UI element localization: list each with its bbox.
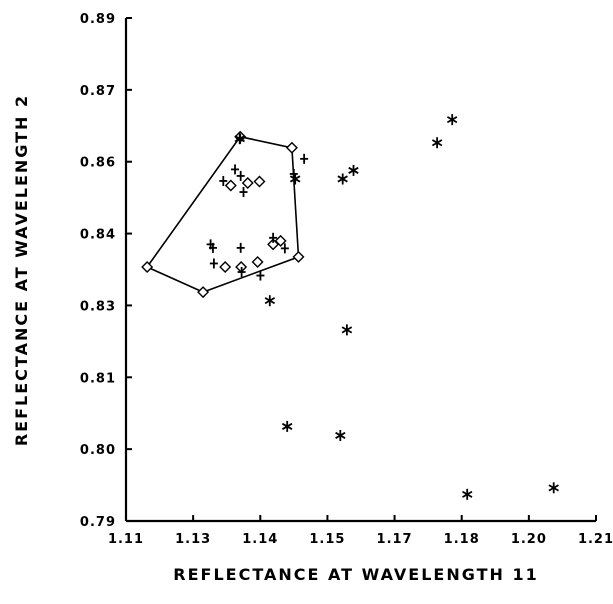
star-point (337, 173, 348, 185)
x-tick-label: 1.14 (242, 532, 278, 547)
y-tick-label: 0.83 (80, 299, 116, 314)
y-tick-label: 0.81 (80, 371, 116, 386)
plus-point (219, 175, 228, 186)
plus-point (237, 267, 246, 278)
y-tick-label: 0.89 (80, 12, 116, 27)
data-points (141, 114, 559, 500)
star-point (335, 430, 346, 441)
plus-point (300, 153, 309, 164)
x-tick-label: 1.11 (108, 532, 144, 547)
hull-polygon-group (145, 135, 300, 293)
y-tick-label: 0.87 (80, 84, 116, 99)
plus-point (208, 242, 217, 253)
x-tick-label: 1.20 (511, 532, 547, 547)
diamond-point (267, 238, 280, 251)
y-tick-label: 0.84 (80, 228, 116, 243)
y-ticks: 0.89 0.87 0.86 0.84 0.83 0.81 0.80 0.79 (80, 12, 132, 530)
star-point (264, 295, 276, 307)
diamond-point (251, 255, 264, 268)
y-axis-title: REFLECTANCE AT WAVELENGTH 2 (12, 94, 31, 446)
plus-point (236, 242, 245, 253)
star-point (289, 173, 301, 185)
plus-point (269, 232, 278, 243)
x-tick-label: 1.13 (175, 532, 211, 547)
x-tick-label: 1.17 (377, 532, 413, 547)
y-tick-label: 0.79 (80, 515, 116, 530)
y-tick-label: 0.86 (80, 156, 116, 171)
star-point (548, 482, 559, 494)
x-tick-label: 1.15 (309, 532, 345, 547)
diamond-point (253, 175, 266, 188)
x-ticks: 1.11 1.13 1.14 1.15 1.17 1.18 1.20 1.21 (108, 515, 613, 547)
star-point (348, 164, 359, 176)
plus-point (280, 243, 289, 254)
x-tick-label: 1.18 (444, 532, 480, 547)
star-point (431, 137, 443, 149)
diamond-point (292, 250, 305, 263)
star-point (446, 114, 458, 126)
star-point (234, 133, 245, 145)
star-point (462, 488, 473, 500)
plus-point (231, 164, 240, 175)
axes (124, 18, 596, 523)
diamond-point (197, 286, 210, 299)
x-axis-title: REFLECTANCE AT WAVELENGTH 11 (173, 565, 538, 584)
diamond-point (285, 141, 298, 154)
diamond-point (224, 179, 237, 192)
diamond-point (141, 260, 154, 273)
star-point (281, 420, 293, 432)
diamond-point (241, 176, 254, 189)
x-tick-label: 1.21 (578, 532, 613, 547)
diamond-point (274, 234, 287, 247)
star-point (341, 324, 353, 336)
y-tick-label: 0.80 (80, 443, 116, 458)
plus-point (256, 270, 265, 281)
diamond-point (219, 260, 232, 273)
hull-polygon (145, 135, 300, 293)
plus-point (236, 170, 245, 181)
plus-point (239, 187, 248, 198)
plus-point (209, 258, 218, 269)
